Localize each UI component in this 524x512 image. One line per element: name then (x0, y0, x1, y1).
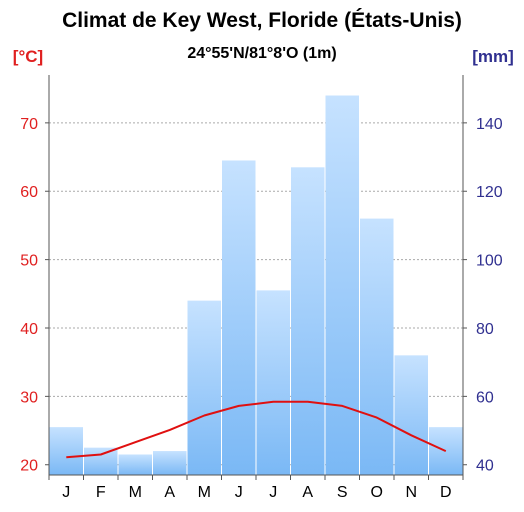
precip-bar (187, 300, 221, 475)
x-tick-label: D (440, 484, 452, 501)
precip-bar (256, 290, 290, 475)
left-axis-label: [°C] (13, 47, 43, 66)
left-tick-label: 20 (20, 458, 38, 475)
left-tick-label: 60 (20, 184, 38, 201)
chart-title: Climat de Key West, Floride (États-Unis) (62, 9, 462, 32)
precip-bar (49, 427, 83, 475)
left-tick-label: 30 (20, 389, 38, 406)
x-tick-label: M (198, 484, 211, 501)
x-tick-label: A (302, 484, 313, 501)
precip-bar (153, 451, 187, 475)
precip-bar (291, 167, 325, 476)
x-tick-label: J (235, 484, 243, 501)
x-tick-label: M (129, 484, 142, 501)
precip-bar (118, 454, 152, 475)
x-tick-label: S (337, 484, 348, 501)
axes (45, 75, 467, 480)
x-tick-label: A (164, 484, 175, 501)
right-axis-label: [mm] (472, 47, 514, 66)
x-tick-label: N (405, 484, 417, 501)
left-tick-label: 50 (20, 253, 38, 270)
precipitation-bars (49, 95, 463, 476)
precip-bar (84, 447, 118, 475)
right-tick-label: 140 (476, 116, 503, 133)
precip-bar (222, 160, 256, 475)
x-tick-label: J (62, 484, 70, 501)
x-tick-label: J (269, 484, 277, 501)
x-tick-label: F (96, 484, 106, 501)
right-tick-label: 40 (476, 458, 494, 475)
precip-bar (325, 95, 359, 475)
left-tick-label: 70 (20, 116, 38, 133)
x-tick-label: O (371, 484, 383, 501)
temperature-line (66, 400, 447, 459)
temperature-line-group (66, 400, 447, 459)
right-tick-label: 60 (476, 389, 494, 406)
right-tick-label: 120 (476, 184, 503, 201)
left-tick-label: 40 (20, 321, 38, 338)
right-tick-label: 100 (476, 253, 503, 270)
tick-labels: 20 30 40 50 60 70 40 60 80 100 120 140 J F M A M J J A S O N D (20, 116, 503, 501)
grid-lines (49, 122, 463, 466)
precip-bar (394, 355, 428, 475)
right-tick-label: 80 (476, 321, 494, 338)
chart-subtitle: 24°55'N/81°8'O (1m) (187, 45, 336, 62)
precip-bar (360, 218, 394, 476)
